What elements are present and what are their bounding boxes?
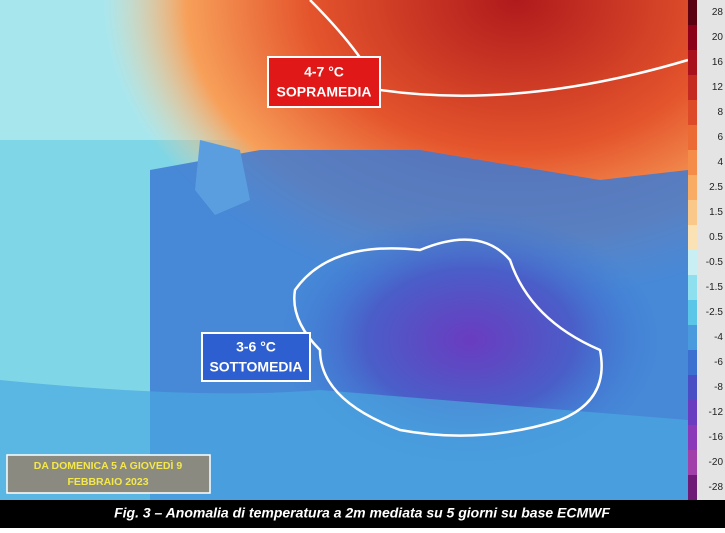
annotation-warm: 4-7 °C SOPRAMEDIA — [267, 56, 381, 108]
legend-swatch — [688, 0, 697, 25]
legend-label: -6 — [714, 357, 723, 368]
annotation-text: 4-7 °C — [304, 64, 344, 80]
legend-swatch — [688, 375, 697, 400]
legend-swatch — [688, 75, 697, 100]
contour-cold — [293, 238, 603, 437]
legend-swatch — [688, 425, 697, 450]
legend-label: 16 — [712, 57, 724, 68]
britain — [195, 140, 250, 215]
date-box-bg — [6, 454, 211, 494]
date-text: FEBBRAIO 2023 — [67, 476, 148, 488]
legend-swatch — [688, 250, 697, 275]
legend-swatch — [688, 125, 697, 150]
legend-swatch — [688, 450, 697, 475]
legend-swatch — [688, 325, 697, 350]
legend-swatch — [688, 100, 697, 125]
annotation-box — [267, 56, 381, 108]
caption: Fig. 3 – Anomalia di temperatura a 2m me… — [114, 505, 610, 521]
date-text: DA DOMENICA 5 A GIOVEDÌ 9 — [34, 459, 183, 472]
legend-swatch — [688, 300, 697, 325]
legend-label: -8 — [714, 382, 723, 393]
legend-swatch — [688, 350, 697, 375]
legend-label: 28 — [712, 7, 724, 18]
annotation-text: 3-6 °C — [236, 339, 276, 355]
legend-swatch — [688, 200, 697, 225]
legend-swatch — [688, 150, 697, 175]
legend-swatch — [688, 175, 697, 200]
annotation-text: SOPRAMEDIA — [277, 84, 372, 100]
legend-swatch — [688, 400, 697, 425]
legend-label: -16 — [709, 432, 724, 443]
legend-label: 8 — [717, 107, 723, 118]
legend-swatch — [688, 275, 697, 300]
legend-label: -20 — [709, 457, 724, 468]
annotation-text: SOTTOMEDIA — [209, 359, 302, 375]
legend-swatch — [688, 475, 697, 500]
legend-label: -1.5 — [706, 282, 724, 293]
legend-label: -12 — [709, 407, 724, 418]
legend-label: 12 — [712, 82, 724, 93]
legend-label: 20 — [712, 32, 724, 43]
legend-label: -4 — [714, 332, 723, 343]
legend-label: 1.5 — [709, 207, 723, 218]
legend-swatch — [688, 50, 697, 75]
legend: 28 20 16 12 8 6 4 2.5 1.5 0.5 -0.5 -1.5 -2.5 -4 -6 -8 -1… — [688, 0, 723, 500]
annotation-box — [201, 332, 311, 382]
legend-label: 0.5 — [709, 232, 723, 243]
legend-label: 6 — [717, 132, 723, 143]
legend-label: 2.5 — [709, 182, 723, 193]
annotation-cold: 3-6 °C SOTTOMEDIA — [201, 332, 311, 382]
legend-label: -0.5 — [706, 257, 724, 268]
legend-swatch — [688, 25, 697, 50]
caption-bar — [0, 500, 725, 528]
legend-swatch — [688, 225, 697, 250]
legend-label: 4 — [717, 157, 723, 168]
date-box: DA DOMENICA 5 A GIOVEDÌ 9 FEBBRAIO 2023 — [6, 454, 211, 494]
legend-label: -28 — [709, 482, 724, 493]
legend-label: -2.5 — [706, 307, 724, 318]
